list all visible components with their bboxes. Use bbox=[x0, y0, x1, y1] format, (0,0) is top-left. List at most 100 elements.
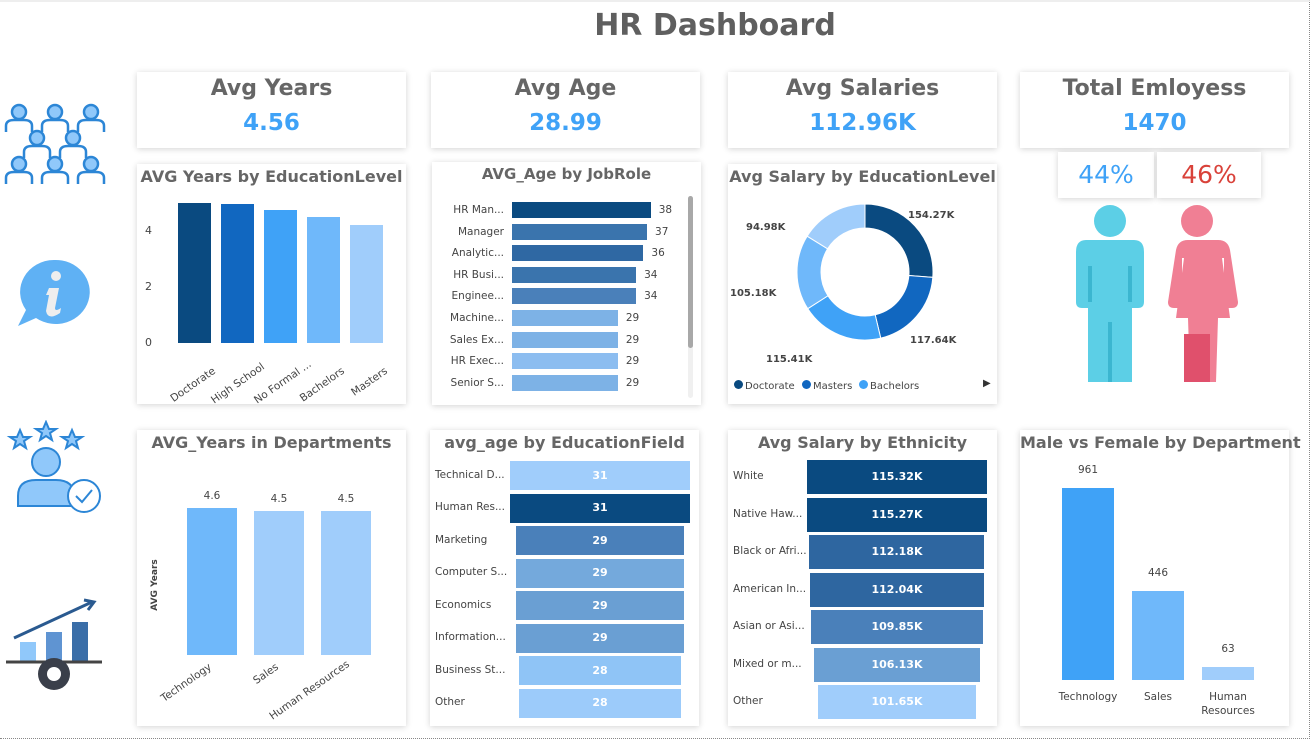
data-label: 29 bbox=[592, 566, 608, 579]
y-category-label: Analytic... bbox=[451, 247, 504, 260]
data-label: 28 bbox=[592, 663, 608, 677]
bar bbox=[512, 245, 644, 262]
bar bbox=[518, 688, 682, 718]
scrollbar-track[interactable] bbox=[688, 196, 693, 398]
x-tick-label: Technology bbox=[1058, 691, 1118, 703]
bar bbox=[512, 202, 651, 218]
chart-title: Male vs Female by Department bbox=[1020, 433, 1301, 452]
data-label: 112.18K bbox=[871, 545, 923, 558]
chart-title: AVG_Age by JobRole bbox=[481, 165, 652, 183]
y-category-label: HR Exec... bbox=[450, 355, 504, 368]
category-label: Mixed or m... bbox=[733, 657, 802, 670]
y-category-label: HR Man... bbox=[453, 204, 504, 216]
male-figure-icon bbox=[1076, 205, 1144, 382]
kpi-avg-years: Avg Years 4.56 bbox=[137, 72, 406, 148]
bar bbox=[817, 685, 977, 719]
legend-swatch bbox=[734, 380, 743, 389]
data-label: 31 bbox=[592, 468, 608, 482]
bar bbox=[221, 204, 254, 343]
y-category-label: HR Busi... bbox=[453, 268, 504, 281]
info-bubble-icon bbox=[18, 259, 90, 326]
chart-salary-by-education: Avg Salary by EducationLevel ▶ 154.27K 11… bbox=[728, 164, 997, 404]
data-label: 4.5 bbox=[337, 493, 355, 505]
y-category-label: Sales Ex... bbox=[449, 333, 504, 346]
category-label: Computer S... bbox=[435, 566, 508, 578]
data-label: 29 bbox=[625, 312, 640, 324]
legend-item[interactable]: Masters bbox=[802, 380, 852, 392]
chart-age-by-jobrole: AVG_Age by JobRole HR Man... 38 Manager 37 A… bbox=[432, 162, 701, 405]
bar bbox=[512, 266, 637, 283]
bar bbox=[512, 331, 618, 348]
legend-item[interactable]: Doctorate bbox=[734, 380, 795, 392]
kpi-label: Avg Years bbox=[210, 76, 333, 101]
legend-label: Doctorate bbox=[745, 381, 795, 392]
y-category-label: Senior S... bbox=[450, 376, 504, 389]
growth-chart-gear-icon bbox=[6, 598, 102, 690]
category-label: Business St... bbox=[435, 663, 506, 676]
bar bbox=[518, 656, 682, 685]
male-percent-card: 44% bbox=[1058, 152, 1154, 198]
category-label: Technical D... bbox=[435, 468, 505, 481]
bar bbox=[515, 591, 685, 620]
legend-label: Masters bbox=[813, 381, 853, 392]
legend-item[interactable]: Bachelors bbox=[859, 380, 919, 392]
kpi-value: 1470 bbox=[1122, 110, 1187, 136]
bar bbox=[814, 647, 980, 682]
data-label: 106.13K bbox=[871, 657, 923, 671]
chart-years-by-department: AVG_Years in Departments AVG Years 4.6 Te… bbox=[137, 430, 406, 726]
chart-title: avg_age by EducationField bbox=[444, 433, 685, 452]
y-axis-label: AVG Years bbox=[149, 559, 160, 611]
chart-gender-by-department: Male vs Female by Department 961 Technolog… bbox=[1020, 430, 1301, 726]
data-label: 115.27K bbox=[871, 507, 923, 521]
bar bbox=[510, 461, 690, 490]
bar bbox=[515, 623, 685, 653]
data-label: 36 bbox=[651, 247, 665, 260]
y-category-label: Machine... bbox=[450, 312, 504, 324]
bar bbox=[512, 353, 618, 370]
chart-age-by-education-field: avg_age by EducationField Technical D... 3… bbox=[430, 430, 699, 726]
bar bbox=[807, 497, 987, 532]
bar bbox=[512, 288, 637, 305]
data-label: 101.65K bbox=[871, 695, 923, 708]
y-tick-label: 4 bbox=[145, 224, 152, 237]
bar bbox=[254, 511, 304, 655]
category-label: Economics bbox=[435, 598, 492, 611]
donut-slice[interactable] bbox=[874, 274, 934, 339]
data-label: 29 bbox=[625, 355, 640, 368]
donut-slice[interactable] bbox=[807, 295, 882, 341]
x-tick-label: Sales bbox=[1144, 691, 1172, 703]
bar bbox=[1062, 487, 1114, 680]
kpi-value: 28.99 bbox=[529, 110, 602, 136]
donut-slice[interactable] bbox=[796, 235, 829, 310]
kpi-total-employees: Total Emloyess 1470 bbox=[1020, 72, 1289, 148]
bar bbox=[807, 460, 987, 494]
bar bbox=[1132, 590, 1184, 680]
chart-years-by-education: AVG Years by EducationLevel 0 2 4 Doctorate H… bbox=[137, 164, 406, 406]
data-label: 37 bbox=[655, 225, 669, 238]
kpi-avg-age: Avg Age 28.99 bbox=[431, 72, 700, 148]
bar bbox=[510, 493, 690, 523]
data-label: 109.85K bbox=[871, 620, 923, 633]
category-label: American In... bbox=[733, 582, 807, 595]
x-tick-label: Human Resources bbox=[1201, 691, 1255, 717]
category-label: Marketing bbox=[435, 533, 488, 546]
legend-swatch bbox=[802, 380, 811, 389]
donut-slice[interactable] bbox=[806, 203, 866, 250]
scrollbar-thumb[interactable] bbox=[688, 196, 693, 348]
data-label: 34 bbox=[644, 290, 658, 303]
data-label: 63 bbox=[1221, 643, 1235, 656]
bar bbox=[178, 203, 211, 343]
bar bbox=[515, 558, 685, 588]
rated-person-icon bbox=[6, 420, 101, 513]
category-label: Asian or Asi... bbox=[733, 620, 805, 632]
data-label: 34 bbox=[644, 268, 658, 281]
bar bbox=[307, 217, 340, 343]
legend-next-arrow[interactable]: ▶ bbox=[983, 378, 991, 389]
data-label: 29 bbox=[625, 333, 640, 346]
page-title: HR Dashboard bbox=[594, 8, 836, 43]
bar bbox=[515, 526, 685, 555]
chart-title: AVG Years by EducationLevel bbox=[140, 167, 403, 186]
chart-title: Avg Salary by EducationLevel bbox=[729, 167, 996, 186]
kpi-value: 112.96K bbox=[809, 110, 916, 136]
bar bbox=[187, 507, 237, 655]
